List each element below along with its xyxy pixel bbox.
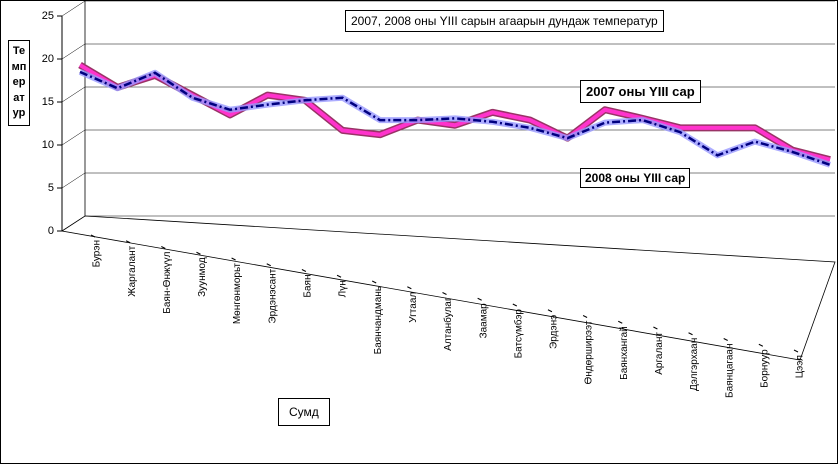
y-tick-label: 5 bbox=[48, 182, 54, 194]
x-tick-label: Бурэн bbox=[92, 240, 103, 267]
x-tick-label: Борнуур bbox=[759, 349, 770, 388]
x-tick bbox=[653, 326, 658, 330]
x-tick bbox=[758, 343, 764, 347]
x-tick-label: Өндөрширээт bbox=[584, 320, 595, 384]
y-tick-label: 0 bbox=[48, 225, 54, 237]
x-tick bbox=[442, 292, 447, 295]
x-tick-label: Эрдэнэсант bbox=[267, 268, 278, 323]
x-tick-label: Аргалант bbox=[654, 332, 665, 375]
x-tick-label: Батсүмбэр bbox=[512, 309, 524, 359]
x-tick-label: Баян-Өнжүүл bbox=[162, 251, 173, 313]
x-tick bbox=[301, 269, 307, 272]
chart-title: 2007, 2008 оны YIII сарын агаарын дундаж… bbox=[345, 10, 664, 32]
x-tick-label: Жаргалант bbox=[127, 245, 138, 296]
series-line bbox=[79, 70, 831, 166]
x-tick-label: Баянчандмань bbox=[373, 286, 384, 354]
x-tick-label: Эрдэнэ bbox=[549, 315, 560, 349]
x-tick bbox=[371, 280, 377, 284]
x-tick bbox=[90, 234, 96, 238]
x-tick bbox=[161, 246, 166, 249]
y-tick-label: 20 bbox=[42, 53, 54, 65]
x-tick-label: Мөнгөнморьт bbox=[232, 263, 243, 325]
y-axis-label: Температур bbox=[8, 40, 30, 126]
x-tick bbox=[407, 286, 412, 290]
grid-line bbox=[61, 43, 835, 60]
x-tick bbox=[231, 257, 236, 261]
x-tick bbox=[125, 240, 131, 244]
x-tick-label: Лүн bbox=[338, 280, 349, 297]
x-tick-label: Алтанбулаг bbox=[442, 297, 454, 351]
x-tick-label: Зуунмод bbox=[197, 257, 208, 297]
x-tick-label: Дэлгэрхаан bbox=[689, 338, 700, 391]
x-tick-label: Угтаал bbox=[408, 292, 419, 323]
x-tick-label: Баян bbox=[303, 275, 314, 298]
series-label: 2008 оны YIII сар bbox=[580, 168, 691, 188]
x-axis-label: Сумд bbox=[278, 398, 330, 426]
x-tick bbox=[618, 320, 623, 324]
x-tick bbox=[336, 274, 342, 278]
x-tick-label: Баянхангай bbox=[619, 326, 630, 380]
x-tick-label: Баянцагаан bbox=[724, 344, 735, 398]
x-tick bbox=[793, 349, 799, 353]
y-tick-label: 15 bbox=[42, 96, 54, 108]
y-tick-label: 25 bbox=[42, 10, 54, 22]
y-tick-label: 10 bbox=[42, 139, 54, 151]
x-tick bbox=[512, 303, 518, 307]
x-tick-label: Цээл bbox=[795, 355, 806, 378]
x-tick bbox=[477, 297, 482, 301]
series-label: 2007 оны YIII сар bbox=[580, 80, 701, 103]
grid-line bbox=[61, 215, 835, 232]
x-tick bbox=[196, 251, 201, 255]
grid-line bbox=[61, 0, 835, 17]
x-tick bbox=[266, 263, 271, 267]
x-tick bbox=[723, 338, 728, 341]
x-tick bbox=[547, 309, 553, 313]
x-tick-label: Заамар bbox=[478, 303, 489, 339]
x-tick bbox=[688, 332, 693, 336]
x-tick bbox=[582, 315, 588, 318]
